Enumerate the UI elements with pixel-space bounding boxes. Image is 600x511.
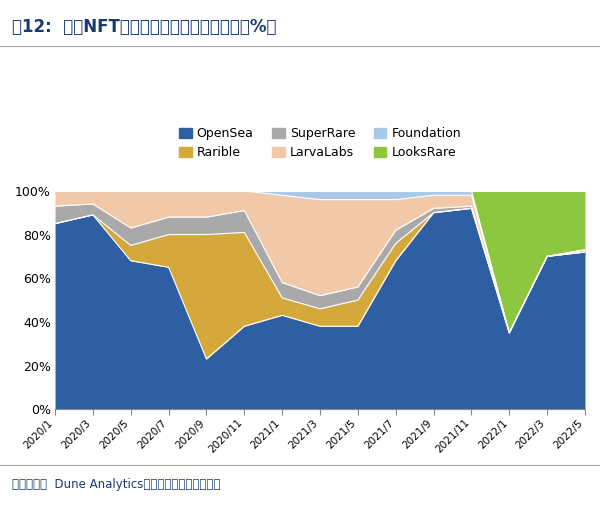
Text: 图12:  海外NFT主要交易市场的交易额占比（%）: 图12: 海外NFT主要交易市场的交易额占比（%） <box>12 18 277 36</box>
Text: 数据来源：  Dune Analytics，广发证券发展研究中心: 数据来源： Dune Analytics，广发证券发展研究中心 <box>12 478 220 491</box>
Legend: OpenSea, Rarible, SuperRare, LarvaLabs, Foundation, LooksRare: OpenSea, Rarible, SuperRare, LarvaLabs, … <box>179 127 461 159</box>
